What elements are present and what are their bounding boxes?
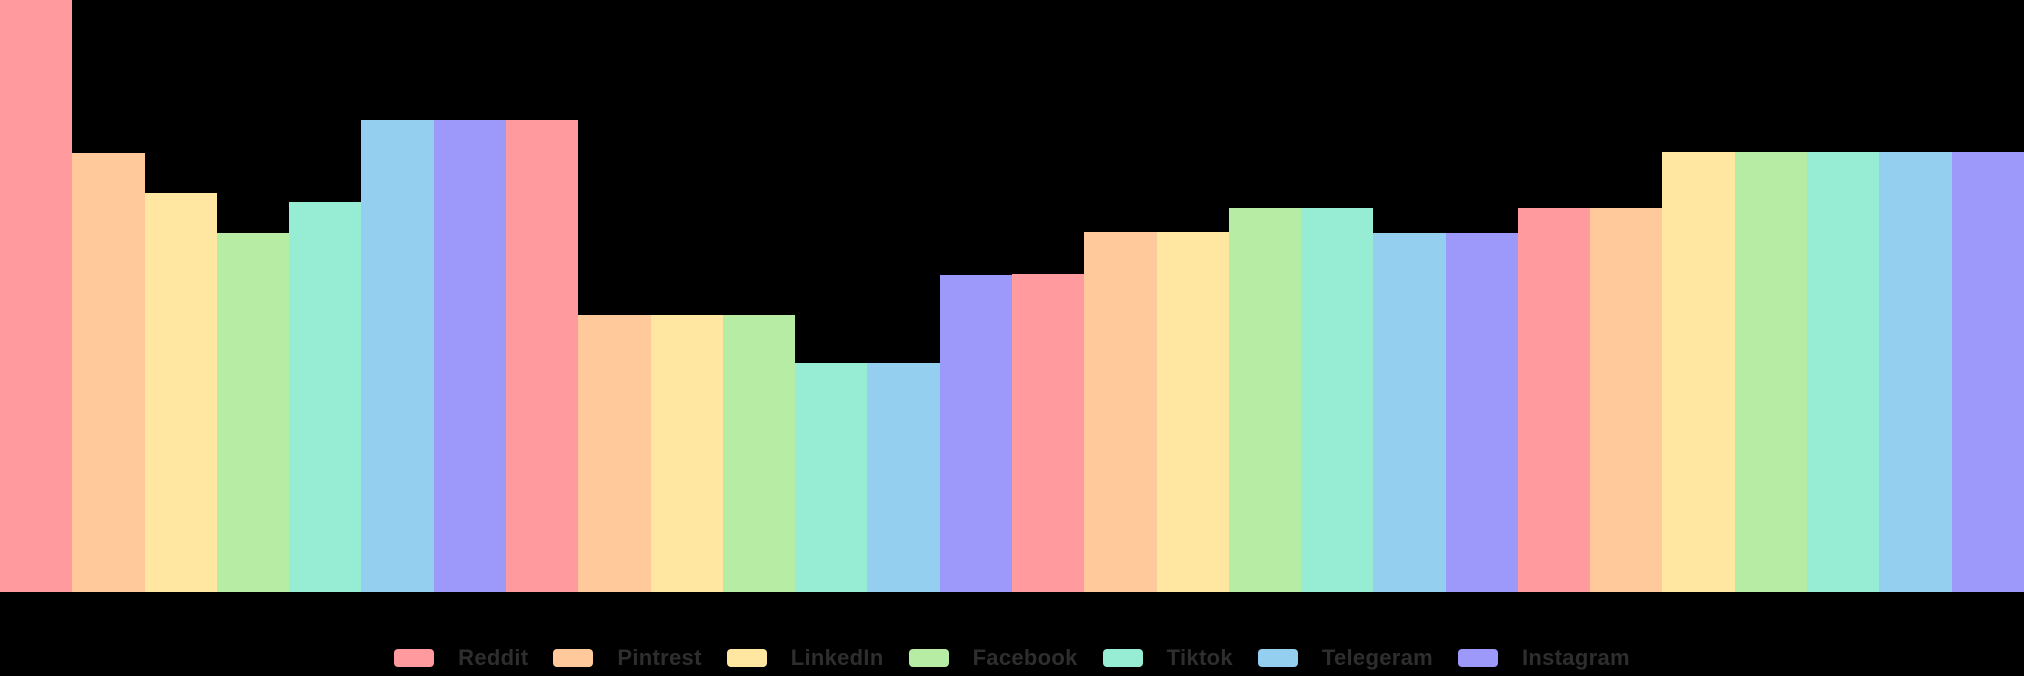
chart-bar-reddit-15 (1011, 274, 1085, 592)
legend-swatch-reddit (394, 649, 435, 667)
chart-bar-pintrest-9 (578, 314, 651, 592)
chart-bar-tiktok-26 (1807, 152, 1880, 592)
chart-legend: Reddit Pintrest LinkedIn Facebook Tiktok Tele… (0, 646, 2024, 670)
chart-bar-pintrest-16 (1084, 232, 1157, 592)
legend-swatch-linkedin (726, 649, 767, 667)
chart-bar-facebook-25 (1734, 152, 1808, 592)
legend-swatch-tiktok (1102, 649, 1143, 667)
chart-bar-linkedin-3 (144, 193, 217, 592)
chart-bar-telegeram-20 (1373, 233, 1446, 592)
bar-chart (0, 0, 2024, 592)
legend-label: Instagram (1522, 645, 1630, 670)
chart-bar-instagram-7 (433, 120, 506, 592)
chart-bar-reddit-22 (1517, 207, 1591, 592)
chart-bar-pintrest-2 (72, 152, 145, 592)
chart-bar-facebook-11 (722, 314, 796, 592)
chart-bar-reddit-8 (505, 120, 579, 592)
legend-swatch-facebook (908, 649, 949, 667)
legend-item-instagram[interactable]: Instagram (1458, 646, 1630, 670)
chart-bar-reddit-1 (0, 0, 73, 592)
chart-bar-facebook-18 (1228, 207, 1302, 592)
chart-bar-telegeram-27 (1879, 152, 1952, 592)
legend-label: Facebook (972, 645, 1078, 670)
legend-swatch-telegeram (1257, 649, 1298, 667)
chart-bar-tiktok-19 (1301, 207, 1374, 592)
chart-bar-instagram-21 (1445, 233, 1518, 592)
chart-bar-telegeram-13 (867, 362, 940, 592)
legend-item-facebook[interactable]: Facebook (908, 645, 1078, 670)
legend-item-linkedin[interactable]: LinkedIn (726, 645, 884, 670)
chart-bar-linkedin-24 (1662, 152, 1735, 592)
legend-item-telegeram[interactable]: Telegeram (1257, 645, 1433, 670)
chart-bar-pintrest-23 (1590, 207, 1663, 592)
chart-bar-facebook-4 (216, 233, 290, 592)
legend-label: Tiktok (1166, 645, 1233, 670)
legend-item-reddit[interactable]: Reddit (394, 646, 528, 670)
chart-bar-telegeram-6 (361, 120, 434, 592)
chart-bar-instagram-28 (1951, 152, 2024, 592)
chart-bar-tiktok-12 (795, 362, 868, 592)
chart-bar-tiktok-5 (289, 201, 362, 592)
legend-label: Telegeram (1321, 645, 1433, 670)
legend-swatch-pintrest (553, 649, 594, 667)
legend-label: LinkedIn (790, 645, 884, 670)
chart-bar-linkedin-17 (1156, 232, 1229, 592)
legend-label: Reddit (458, 645, 529, 670)
legend-label: Pintrest (617, 645, 702, 670)
legend-swatch-instagram (1458, 649, 1498, 667)
legend-item-tiktok[interactable]: Tiktok (1102, 645, 1233, 670)
chart-bar-linkedin-10 (650, 314, 723, 592)
legend-item-pintrest[interactable]: Pintrest (553, 646, 701, 670)
chart-bar-instagram-14 (939, 275, 1012, 592)
